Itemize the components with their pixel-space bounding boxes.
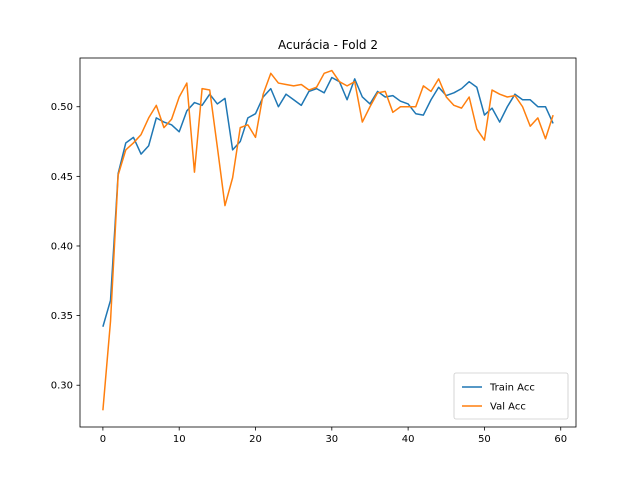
series-layer [102,69,554,411]
y-tick-label: 0.35 [51,311,73,322]
y-tick-label: 0.50 [51,102,73,113]
legend: Train Acc Val Acc [453,372,569,420]
chart-title: Acurácia - Fold 2 [278,38,378,52]
y-tick-label: 0.30 [51,381,73,392]
plot-frame [79,57,577,428]
legend-box [453,372,569,420]
legend-label: Train Acc [489,383,535,394]
x-tick-label: 10 [173,434,186,445]
y-tick-label: 0.40 [51,241,73,252]
series-line-train-acc [102,76,554,327]
series-line-val-acc [102,69,554,411]
x-tick-label: 60 [554,434,567,445]
legend-label: Val Acc [490,402,526,413]
x-tick-label: 50 [478,434,491,445]
y-tick-label: 0.45 [51,172,73,183]
x-tick-label: 40 [402,434,415,445]
x-tick-label: 0 [100,434,106,445]
x-tick-label: 30 [325,434,338,445]
x-tick-label: 20 [249,434,262,445]
axes-layer: 0 10 20 30 40 50 60 0.30 0.35 0.40 0.45 0.50 [51,102,567,445]
